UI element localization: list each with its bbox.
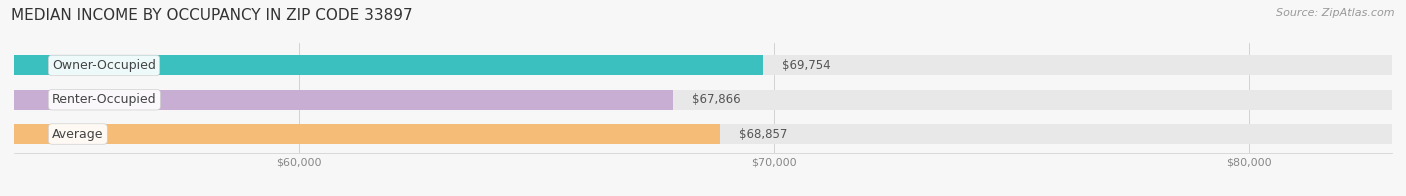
Text: MEDIAN INCOME BY OCCUPANCY IN ZIP CODE 33897: MEDIAN INCOME BY OCCUPANCY IN ZIP CODE 3… [11,8,413,23]
Text: $68,857: $68,857 [740,128,787,141]
Text: Owner-Occupied: Owner-Occupied [52,59,156,72]
Text: $69,754: $69,754 [782,59,830,72]
Text: Renter-Occupied: Renter-Occupied [52,93,156,106]
Bar [14,124,720,144]
Text: $67,866: $67,866 [692,93,741,106]
Text: Source: ZipAtlas.com: Source: ZipAtlas.com [1277,8,1395,18]
Bar [14,55,1392,75]
Bar [14,90,1392,110]
Bar [14,90,673,110]
Text: Average: Average [52,128,104,141]
Bar [14,55,762,75]
Bar [14,124,1392,144]
